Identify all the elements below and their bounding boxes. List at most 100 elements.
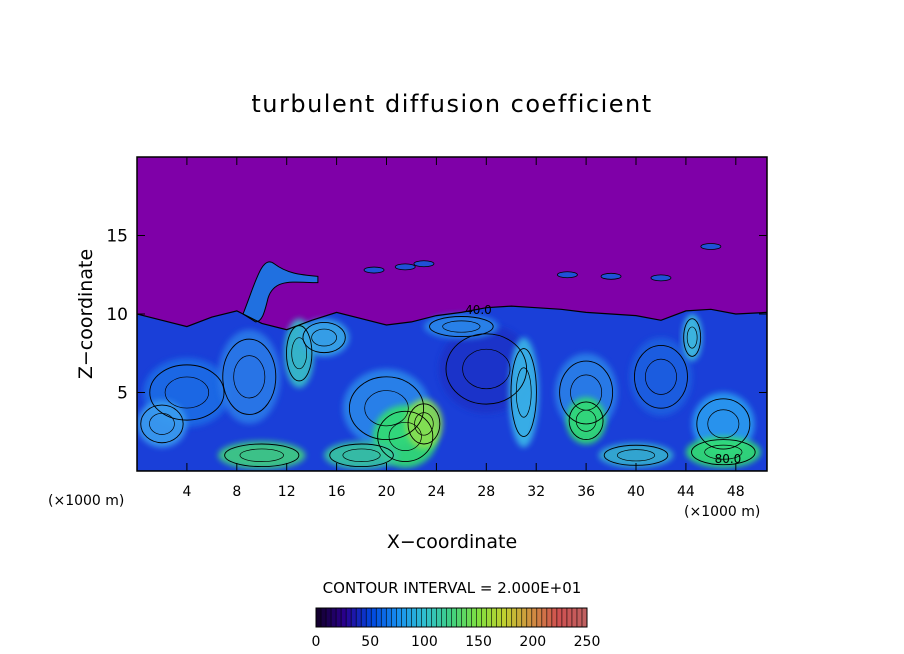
field-contour	[377, 410, 434, 463]
field-contour	[634, 344, 688, 409]
field-contour	[429, 316, 494, 338]
colorbar-cell	[336, 608, 342, 627]
field-contour	[442, 320, 481, 333]
x-tick-label: 12	[278, 484, 296, 500]
x-tick-label: 20	[378, 484, 396, 500]
colorbar-cell	[356, 608, 362, 627]
colorbar-cell	[326, 608, 332, 627]
x-tick-label: 32	[527, 484, 545, 500]
field-contour	[407, 403, 441, 445]
field-blob	[405, 398, 443, 450]
field-contour	[515, 367, 532, 418]
upper-patch	[700, 243, 722, 250]
colorbar-tick-label: 50	[361, 634, 379, 650]
x-tick-label: 8	[232, 484, 241, 500]
colorbar-cell	[461, 608, 467, 627]
colorbar-cell	[536, 608, 543, 627]
field-contour	[329, 443, 394, 468]
colorbar-cell	[416, 608, 422, 627]
upper-patch	[394, 263, 416, 271]
colorbar-cell	[331, 608, 337, 627]
x-axis: 4 8 12 16 20 24 28 32 36 40 44 48	[182, 157, 745, 500]
field-blob	[598, 442, 674, 468]
y-axis-label: Z−coordinate	[75, 249, 97, 379]
colorbar-cell	[441, 608, 447, 627]
field-contour	[388, 421, 422, 451]
colorbar-cell	[381, 608, 387, 627]
contour-labels: 40.0 80.0	[465, 303, 741, 466]
field-contour	[645, 358, 677, 395]
field-contour	[704, 444, 743, 460]
colorbar-cell	[496, 608, 502, 627]
colorbar-cell	[396, 608, 402, 627]
colorbar-cell	[426, 608, 432, 627]
colorbar-tick-label: 200	[519, 634, 546, 650]
colorbar-cell	[506, 608, 513, 627]
colorbar-cell	[351, 608, 357, 627]
field-contour	[233, 355, 266, 399]
x-tick-label: 44	[677, 484, 695, 500]
colorbar-cell	[561, 608, 568, 627]
colorbar-cell	[526, 608, 533, 627]
colorbar-tick-label: 100	[411, 634, 438, 650]
field-contour	[222, 338, 277, 415]
colorbar-cell	[421, 608, 427, 627]
field-contour	[445, 333, 528, 405]
colorbar-cell	[541, 608, 548, 627]
y-tick-label: 5	[117, 384, 128, 404]
colorbar-ticks: 0 50 100 150 200 250	[312, 634, 601, 650]
x-tick-label: 48	[727, 484, 745, 500]
field-contour	[224, 443, 300, 468]
colorbar-cell	[316, 608, 322, 627]
colorbar-cell	[471, 608, 477, 627]
heatmap-field	[137, 157, 767, 471]
colorbar-strips	[315, 608, 588, 627]
colorbar-cell	[401, 608, 407, 627]
field-contour	[559, 360, 614, 425]
colorbar-cell	[481, 608, 487, 627]
colorbar-frame	[315, 607, 588, 628]
field-blob	[423, 314, 499, 340]
x-tick-label: 16	[328, 484, 346, 500]
colorbar-cell	[366, 608, 372, 627]
field-contour	[691, 439, 756, 466]
field-contour	[291, 337, 308, 370]
field-blob	[682, 314, 703, 362]
colorbar-cell	[486, 608, 492, 627]
field-blob	[324, 441, 399, 470]
colorbar-cell	[546, 608, 553, 627]
turbulent-region	[137, 243, 767, 471]
colorbar-cell	[451, 608, 457, 627]
colorbar-cell	[566, 608, 573, 627]
colorbar-cell	[361, 608, 367, 627]
x-tick-label: 4	[182, 484, 191, 500]
colorbar-cell	[491, 608, 497, 627]
chart-title: turbulent diffusion coefficient	[251, 90, 652, 118]
field-blob	[137, 400, 187, 448]
field-contour	[568, 401, 604, 441]
x-tick-label: 36	[577, 484, 595, 500]
field-contour	[149, 412, 175, 435]
colorbar-cell	[386, 608, 392, 627]
x-tick-label: 24	[427, 484, 445, 500]
colorbar-cell	[576, 608, 583, 627]
upper-patch	[650, 274, 672, 282]
x-tick-label: 40	[627, 484, 645, 500]
contour-label: 40.0	[465, 303, 492, 317]
field-blob	[218, 441, 306, 470]
colorbar-cell	[556, 608, 563, 627]
field-blob	[566, 397, 607, 445]
colorbar-cell	[516, 608, 523, 627]
colorbar-cell	[501, 608, 508, 627]
colorbar-tick-label: 150	[465, 634, 492, 650]
y-tick-label: 15	[106, 227, 128, 247]
field-contour	[348, 376, 425, 441]
colorbar-cell	[571, 608, 578, 627]
upper-patch	[413, 260, 435, 268]
field-contour	[302, 322, 346, 354]
upper-patch	[600, 272, 622, 280]
colorbar: 0 50 100 150 200 250	[312, 607, 601, 650]
plume	[242, 261, 319, 323]
colorbar-cell	[341, 608, 347, 627]
